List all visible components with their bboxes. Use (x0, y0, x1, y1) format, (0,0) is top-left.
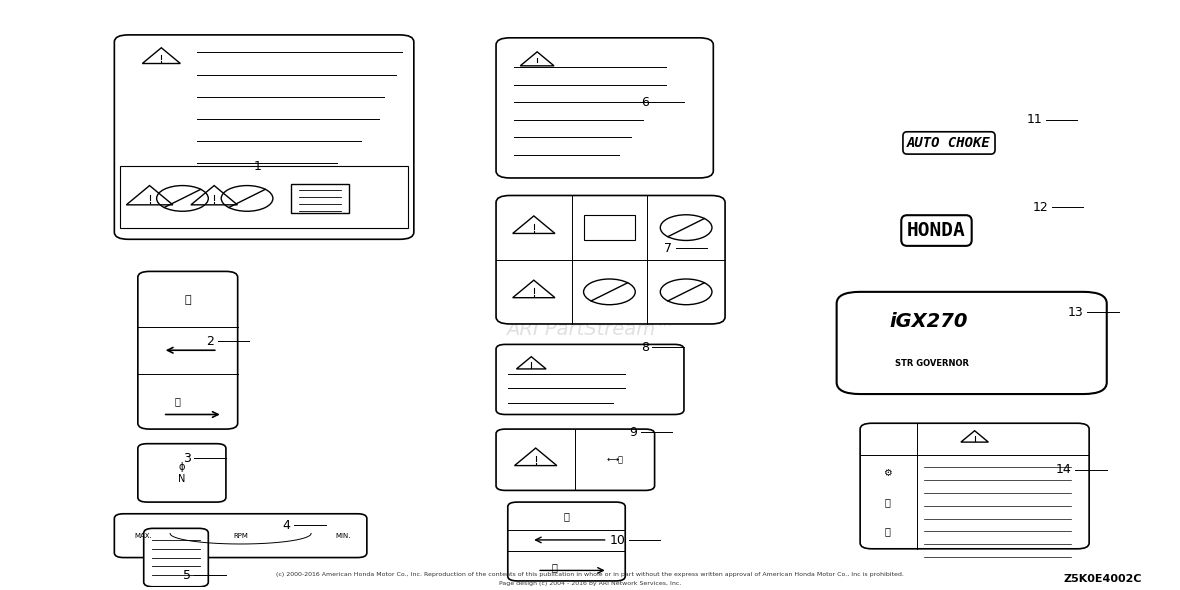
Text: 13: 13 (1068, 306, 1083, 319)
Bar (120, 166, 408, 228)
Text: STR GOVERNOR: STR GOVERNOR (896, 359, 969, 368)
FancyBboxPatch shape (507, 502, 625, 581)
Text: 1: 1 (254, 160, 261, 173)
Text: 10: 10 (609, 533, 625, 546)
FancyBboxPatch shape (114, 514, 367, 558)
FancyBboxPatch shape (138, 444, 225, 502)
Text: ⚙: ⚙ (883, 468, 892, 478)
Bar (290, 184, 349, 213)
Text: 14: 14 (1056, 464, 1071, 477)
FancyBboxPatch shape (496, 429, 655, 490)
FancyBboxPatch shape (138, 271, 237, 429)
FancyBboxPatch shape (114, 35, 414, 240)
Text: 6: 6 (641, 96, 649, 109)
Text: RPM: RPM (234, 533, 248, 539)
Text: MIN.: MIN. (335, 533, 352, 539)
FancyBboxPatch shape (496, 345, 684, 415)
Text: 🔧: 🔧 (885, 497, 891, 507)
Text: ⟷👤: ⟷👤 (607, 455, 623, 464)
Text: MAX.: MAX. (135, 533, 152, 539)
FancyBboxPatch shape (860, 423, 1089, 549)
Text: HONDA: HONDA (907, 221, 966, 240)
Text: ϕ
N: ϕ N (178, 462, 185, 484)
Text: ⛽: ⛽ (552, 562, 558, 572)
Text: ⛽: ⛽ (175, 396, 181, 406)
FancyBboxPatch shape (496, 38, 714, 178)
Text: 5: 5 (183, 569, 191, 582)
Text: 📖: 📖 (885, 526, 891, 536)
Text: 7: 7 (664, 241, 673, 254)
Text: iGX270: iGX270 (890, 312, 968, 330)
Text: 2: 2 (206, 335, 215, 348)
FancyBboxPatch shape (144, 529, 209, 587)
Text: 🔑: 🔑 (564, 512, 570, 522)
Bar (584, 215, 635, 241)
Text: 12: 12 (1032, 201, 1048, 214)
Text: Page design (c) 2004 - 2016 by ARI Network Services, Inc.: Page design (c) 2004 - 2016 by ARI Netwo… (499, 581, 681, 586)
Text: 8: 8 (641, 341, 649, 354)
FancyBboxPatch shape (496, 195, 725, 324)
Text: (c) 2000-2016 American Honda Motor Co., Inc. Reproduction of the contents of thi: (c) 2000-2016 American Honda Motor Co., … (276, 572, 904, 577)
Text: 11: 11 (1027, 113, 1042, 126)
Text: 🔑: 🔑 (184, 295, 191, 305)
Text: Z5K0E4002C: Z5K0E4002C (1063, 574, 1142, 584)
Text: 9: 9 (629, 425, 637, 438)
FancyBboxPatch shape (837, 292, 1107, 394)
Text: 4: 4 (283, 519, 290, 532)
Text: AUTO CHOKE: AUTO CHOKE (907, 136, 991, 150)
Text: ARI PartStream™: ARI PartStream™ (505, 320, 675, 339)
Text: 3: 3 (183, 452, 191, 465)
